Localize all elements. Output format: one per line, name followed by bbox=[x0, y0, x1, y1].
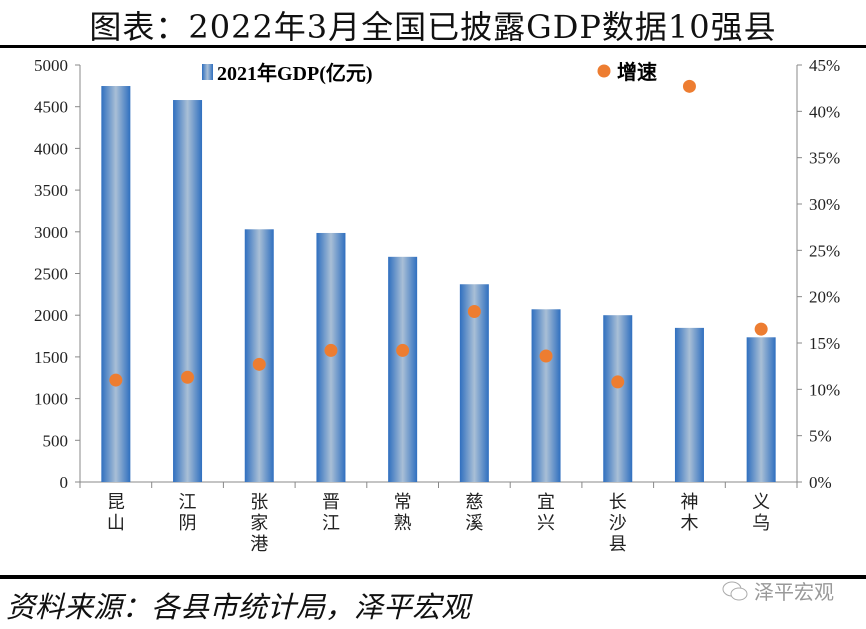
right-tick-label: 10% bbox=[809, 380, 840, 399]
left-tick-label: 4000 bbox=[34, 139, 68, 158]
growth-dot bbox=[754, 322, 768, 336]
x-tick-label: 江 bbox=[179, 492, 197, 512]
x-tick-label: 乌 bbox=[752, 513, 770, 533]
bottom-rule bbox=[0, 575, 866, 579]
x-tick-label: 长 bbox=[609, 492, 627, 512]
x-tick-label: 兴 bbox=[537, 513, 555, 533]
gdp-bar bbox=[603, 315, 633, 482]
x-tick-label: 昆 bbox=[107, 492, 125, 512]
growth-dot bbox=[181, 370, 195, 384]
growth-dot bbox=[682, 79, 696, 93]
left-tick-label: 0 bbox=[60, 473, 69, 492]
growth-dot bbox=[252, 357, 266, 371]
x-tick-label: 家 bbox=[250, 513, 268, 533]
legend-bar-swatch bbox=[202, 64, 213, 80]
x-tick-label: 宜 bbox=[537, 492, 555, 512]
x-tick-label: 慈 bbox=[465, 492, 483, 512]
x-tick-label: 江 bbox=[322, 513, 340, 533]
x-tick-label: 阴 bbox=[179, 513, 197, 533]
chart: 0 500 1000 1500 2000 2500 3000 3500 4000 4500 5000… bbox=[34, 56, 840, 554]
growth-dot bbox=[539, 349, 553, 363]
gdp-bar bbox=[244, 229, 274, 482]
wechat-icon bbox=[722, 581, 748, 600]
gdp-bar bbox=[101, 86, 131, 483]
source-note: 资料来源：各县市统计局，泽平宏观 bbox=[6, 590, 471, 624]
right-tick-label: 40% bbox=[809, 102, 840, 121]
watermark-text: 泽平宏观 bbox=[754, 580, 834, 604]
gdp-bar bbox=[316, 232, 346, 482]
x-tick-label: 港 bbox=[250, 534, 268, 554]
left-tick-label: 500 bbox=[43, 431, 69, 450]
gdp-bar bbox=[173, 100, 203, 482]
right-tick-label: 0% bbox=[809, 473, 832, 492]
left-tick-label: 1500 bbox=[34, 348, 68, 367]
right-tick-label: 5% bbox=[809, 427, 832, 446]
x-tick-label: 山 bbox=[107, 513, 125, 533]
x-tick-label: 义 bbox=[752, 492, 770, 512]
top-rule bbox=[0, 45, 866, 48]
growth-dot bbox=[109, 373, 123, 387]
watermark: 泽平宏观 bbox=[722, 576, 834, 605]
x-tick-label: 溪 bbox=[465, 513, 483, 533]
growth-dot bbox=[396, 343, 410, 357]
left-tick-label: 1000 bbox=[34, 390, 68, 409]
right-tick-label: 30% bbox=[809, 195, 840, 214]
growth-dot bbox=[611, 375, 625, 389]
right-tick-label: 45% bbox=[809, 56, 840, 75]
x-tick-label: 张 bbox=[250, 492, 268, 512]
growth-dot bbox=[467, 304, 481, 318]
gdp-bar bbox=[746, 337, 776, 482]
gdp-bar bbox=[674, 327, 704, 482]
left-tick-label: 2000 bbox=[34, 306, 68, 325]
x-tick-label: 常 bbox=[394, 492, 412, 512]
right-tick-label: 20% bbox=[809, 288, 840, 307]
x-tick-label: 熟 bbox=[394, 513, 412, 533]
gdp-bar bbox=[388, 256, 418, 482]
left-tick-label: 4500 bbox=[34, 98, 68, 117]
legend-bar-label: 2021年GDP(亿元) bbox=[217, 61, 373, 85]
x-tick-label: 沙 bbox=[609, 513, 627, 533]
left-tick-label: 3500 bbox=[34, 181, 68, 200]
x-tick-label: 晋 bbox=[322, 492, 340, 512]
left-tick-label: 3000 bbox=[34, 223, 68, 242]
legend-dot-label: 增速 bbox=[617, 60, 657, 84]
legend-dot-swatch bbox=[597, 64, 611, 78]
x-tick-label: 木 bbox=[680, 513, 698, 533]
x-tick-label: 神 bbox=[680, 492, 698, 512]
x-tick-label: 县 bbox=[609, 534, 627, 554]
growth-dot bbox=[324, 343, 338, 357]
left-tick-label: 5000 bbox=[34, 56, 68, 75]
right-tick-label: 35% bbox=[809, 149, 840, 168]
gdp-bar bbox=[531, 309, 561, 482]
right-tick-label: 15% bbox=[809, 334, 840, 353]
left-tick-label: 2500 bbox=[34, 265, 68, 284]
right-tick-label: 25% bbox=[809, 241, 840, 260]
chart-title: 图表：2022年3月全国已披露GDP数据10强县 bbox=[89, 8, 777, 46]
